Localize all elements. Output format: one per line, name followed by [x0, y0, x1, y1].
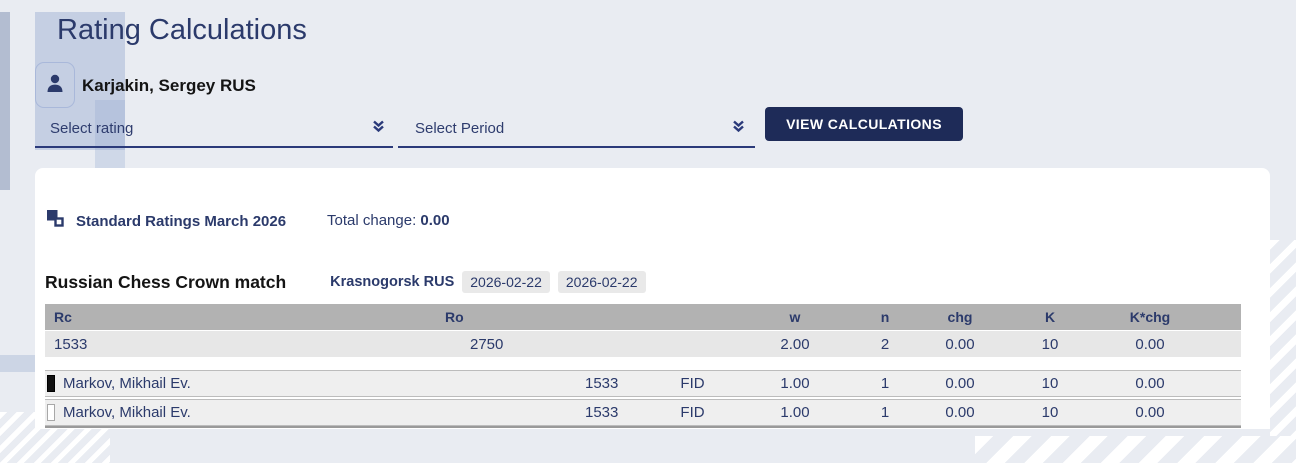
tournament-date-end: 2026-02-22: [557, 271, 646, 293]
table-gap: [45, 357, 1241, 370]
summary-ro: 2750: [470, 335, 504, 353]
header-k: K: [1044, 309, 1056, 325]
decor-stripes-right: [1270, 240, 1296, 436]
decor-left-mid-rect: [0, 355, 37, 372]
game-row: Markov, Mikhail Ev. 1533 FID 1.00 1 0.00…: [45, 370, 1241, 397]
header-chg: chg: [947, 309, 973, 325]
header-kchg: K*chg: [1129, 309, 1171, 325]
game-k: 10: [1041, 404, 1059, 421]
opponent-federation: FID: [680, 404, 705, 421]
rating-select-placeholder: Select rating: [50, 119, 134, 137]
color-indicator-white: [47, 404, 55, 421]
summary-n: 2: [880, 335, 890, 353]
period-select-placeholder: Select Period: [415, 119, 505, 137]
game-w: 1.00: [780, 375, 810, 392]
person-icon: [44, 71, 66, 100]
game-k: 10: [1041, 375, 1059, 392]
opponent-federation: FID: [680, 375, 705, 392]
color-indicator-black: [47, 375, 55, 392]
summary-kchg: 0.00: [1135, 335, 1165, 353]
game-chg: 0.00: [945, 375, 975, 392]
summary-w: 2.00: [780, 335, 810, 353]
game-row: Markov, Mikhail Ev. 1533 FID 1.00 1 0.00…: [45, 399, 1241, 426]
decor-stripes-bottom-right: [975, 436, 1296, 463]
double-chevron-down-icon: [732, 119, 745, 138]
opponent-name: Markov, Mikhail Ev.: [63, 404, 191, 421]
rating-select[interactable]: Select rating: [35, 110, 393, 148]
page-title: Rating Calculations: [57, 14, 307, 46]
header-rc: Rc: [54, 309, 72, 325]
tournament-date-start: 2026-02-22: [462, 271, 550, 293]
game-kchg: 0.00: [1135, 375, 1165, 392]
chessboard-icon: [47, 210, 64, 232]
total-change-value: 0.00: [420, 212, 450, 229]
calculations-table: Rc Ro w n chg K K*chg 1533 2750 2.00 2 0…: [45, 304, 1241, 428]
header-n: n: [880, 309, 890, 325]
summary-rc: 1533: [54, 335, 88, 353]
opponent-rating: 1533: [585, 404, 619, 421]
game-n: 1: [880, 404, 890, 421]
summary-k: 10: [1041, 335, 1059, 353]
tournament-location: Krasnogorsk RUS: [330, 274, 455, 290]
header-w: w: [789, 309, 801, 325]
header-ro: Ro: [445, 309, 464, 325]
game-chg: 0.00: [945, 404, 975, 421]
game-n: 1: [880, 375, 890, 392]
table-gap: [45, 397, 1241, 399]
game-kchg: 0.00: [1135, 404, 1165, 421]
calculations-card: Standard Ratings March 2026 Total change…: [35, 168, 1270, 429]
opponent-rating: 1533: [585, 375, 619, 392]
summary-row: 1533 2750 2.00 2 0.00 10 0.00: [45, 330, 1241, 357]
game-w: 1.00: [780, 404, 810, 421]
player-name: Karjakin, Sergey RUS: [82, 76, 256, 95]
total-change: Total change: 0.00: [327, 212, 450, 229]
avatar: [35, 62, 75, 108]
total-change-label: Total change:: [327, 212, 417, 229]
decor-left-bar: [0, 12, 10, 190]
opponent-name: Markov, Mikhail Ev.: [63, 375, 191, 392]
table-header-row: Rc Ro w n chg K K*chg: [45, 304, 1241, 330]
view-calculations-button[interactable]: VIEW CALCULATIONS: [765, 107, 963, 141]
double-chevron-down-icon: [372, 119, 385, 138]
summary-chg: 0.00: [945, 335, 975, 353]
rating-period-title: Standard Ratings March 2026: [76, 212, 287, 230]
period-select[interactable]: Select Period: [398, 110, 755, 148]
tournament-name: Russian Chess Crown match: [45, 271, 287, 292]
